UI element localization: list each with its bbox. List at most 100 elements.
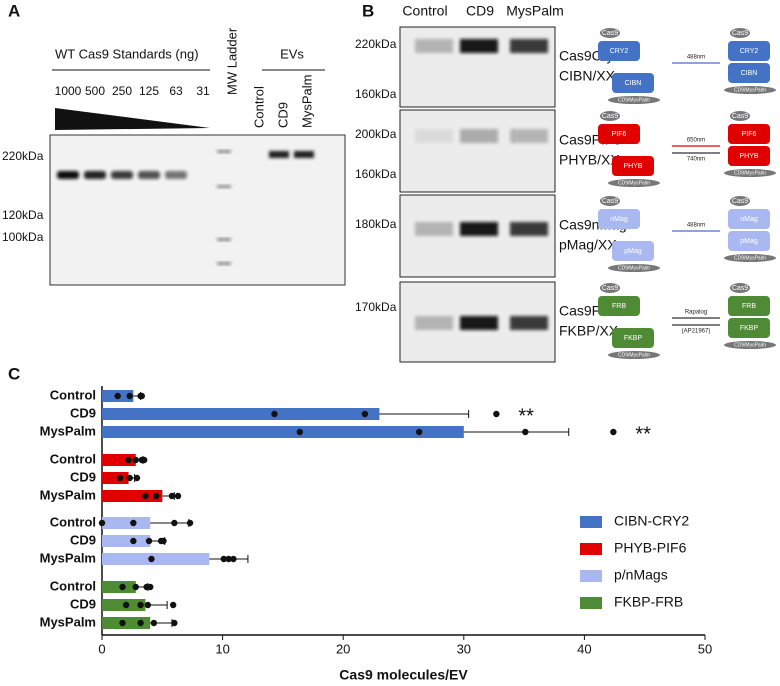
- amount-label: 31: [196, 84, 210, 98]
- band: [217, 262, 231, 265]
- protein-top: [728, 41, 770, 61]
- protein-bottom-text: CIBN: [741, 70, 758, 77]
- y-tick-label: Control: [50, 451, 96, 466]
- protein-top: [598, 124, 640, 144]
- y-tick-label: CD9: [70, 405, 96, 420]
- band: [217, 185, 231, 188]
- protein-top: [598, 209, 640, 229]
- cas9-shape: [600, 111, 620, 121]
- y-tick-label: MysPalm: [40, 423, 96, 438]
- membrane: [724, 341, 776, 349]
- significance: **: [518, 405, 534, 427]
- lane-label: Control: [402, 3, 447, 19]
- protein-top-text: PIF6: [742, 131, 757, 138]
- bar: [102, 535, 151, 547]
- legend-swatch: [580, 570, 602, 582]
- data-point: [174, 492, 182, 500]
- protein-bottom: [612, 328, 654, 348]
- mw-label: 220kDa: [2, 149, 44, 163]
- cas9-text: Cas9: [732, 30, 748, 37]
- band: [510, 39, 548, 53]
- arrow-text: 740nm: [687, 157, 705, 163]
- data-point: [126, 474, 133, 482]
- data-point: [126, 392, 133, 400]
- gradient-wedge: [55, 108, 210, 130]
- amount-label: 1000: [55, 84, 82, 98]
- band: [138, 171, 160, 179]
- band: [510, 316, 548, 330]
- cas9-text: Cas9: [602, 30, 618, 37]
- x-tick-label: 10: [215, 641, 229, 656]
- data-point: [122, 601, 130, 609]
- protein-top-text: FRB: [612, 303, 626, 310]
- protein-bottom-text: PHYB: [739, 153, 758, 160]
- membrane-text: CD9/MysPalm: [734, 87, 766, 93]
- y-tick-label: MysPalm: [40, 487, 96, 502]
- blot: [399, 109, 556, 193]
- band: [217, 238, 231, 241]
- data-point: [125, 456, 132, 464]
- data-point: [119, 583, 126, 591]
- band: [510, 222, 548, 236]
- cas9-shape: [730, 196, 750, 206]
- protein-top-text: CRY2: [740, 48, 759, 55]
- membrane-text: CD9/MysPalm: [618, 180, 650, 186]
- protein-bottom-text: pMag: [740, 238, 758, 245]
- data-point: [168, 492, 176, 500]
- protein-top-text: nMag: [740, 216, 758, 223]
- protein-bottom-text: PHYB: [623, 163, 642, 170]
- legend-swatch: [580, 543, 602, 555]
- lane-label: CD9: [466, 3, 494, 19]
- x-tick-label: 0: [98, 641, 105, 656]
- data-point: [169, 601, 177, 609]
- protein-top: [728, 296, 770, 316]
- legend-label: CIBN-CRY2: [614, 513, 689, 529]
- data-point: [230, 555, 237, 563]
- panel-label: A: [8, 1, 20, 20]
- band: [460, 316, 498, 330]
- band: [111, 171, 133, 179]
- data-point: [130, 519, 137, 527]
- data-point: [153, 492, 160, 500]
- band: [415, 222, 453, 236]
- mw-label: 100kDa: [2, 230, 44, 244]
- membrane: [724, 254, 776, 262]
- data-point: [271, 410, 278, 418]
- y-tick-label: Control: [50, 514, 96, 529]
- mw-label: 220kDa: [355, 37, 397, 51]
- y-tick-label: CD9: [70, 596, 96, 611]
- bar: [102, 553, 210, 565]
- band: [217, 150, 231, 153]
- legend-label: p/nMags: [614, 567, 668, 583]
- lane-label: MysPalm: [506, 3, 564, 19]
- bar: [102, 490, 163, 502]
- arrow-text: 488nm: [687, 223, 705, 229]
- band: [269, 151, 289, 158]
- data-point: [141, 456, 148, 464]
- data-point: [114, 392, 121, 400]
- band: [84, 171, 106, 179]
- data-point: [144, 601, 152, 609]
- band: [415, 316, 453, 330]
- arrow-text: 650nm: [687, 138, 705, 144]
- mw-label: 200kDa: [355, 127, 397, 141]
- data-point: [119, 619, 126, 627]
- data-point: [132, 456, 139, 464]
- membrane-text: CD9/MysPalm: [734, 342, 766, 348]
- cas9-shape: [600, 28, 620, 38]
- arrow-text: 488nm: [687, 55, 705, 61]
- band: [510, 129, 548, 143]
- blot: [49, 134, 346, 286]
- band: [294, 151, 314, 158]
- cas9-shape: [600, 196, 620, 206]
- ladder-label: MW Ladder: [224, 27, 239, 95]
- membrane-text: CD9/MysPalm: [618, 97, 650, 103]
- data-point: [137, 601, 144, 609]
- cas9-shape: [730, 111, 750, 121]
- membrane: [608, 96, 660, 104]
- protein-top: [598, 296, 640, 316]
- data-point: [150, 619, 158, 627]
- band: [460, 39, 498, 53]
- band: [57, 171, 79, 179]
- arrow-text: (AP21967): [682, 329, 711, 335]
